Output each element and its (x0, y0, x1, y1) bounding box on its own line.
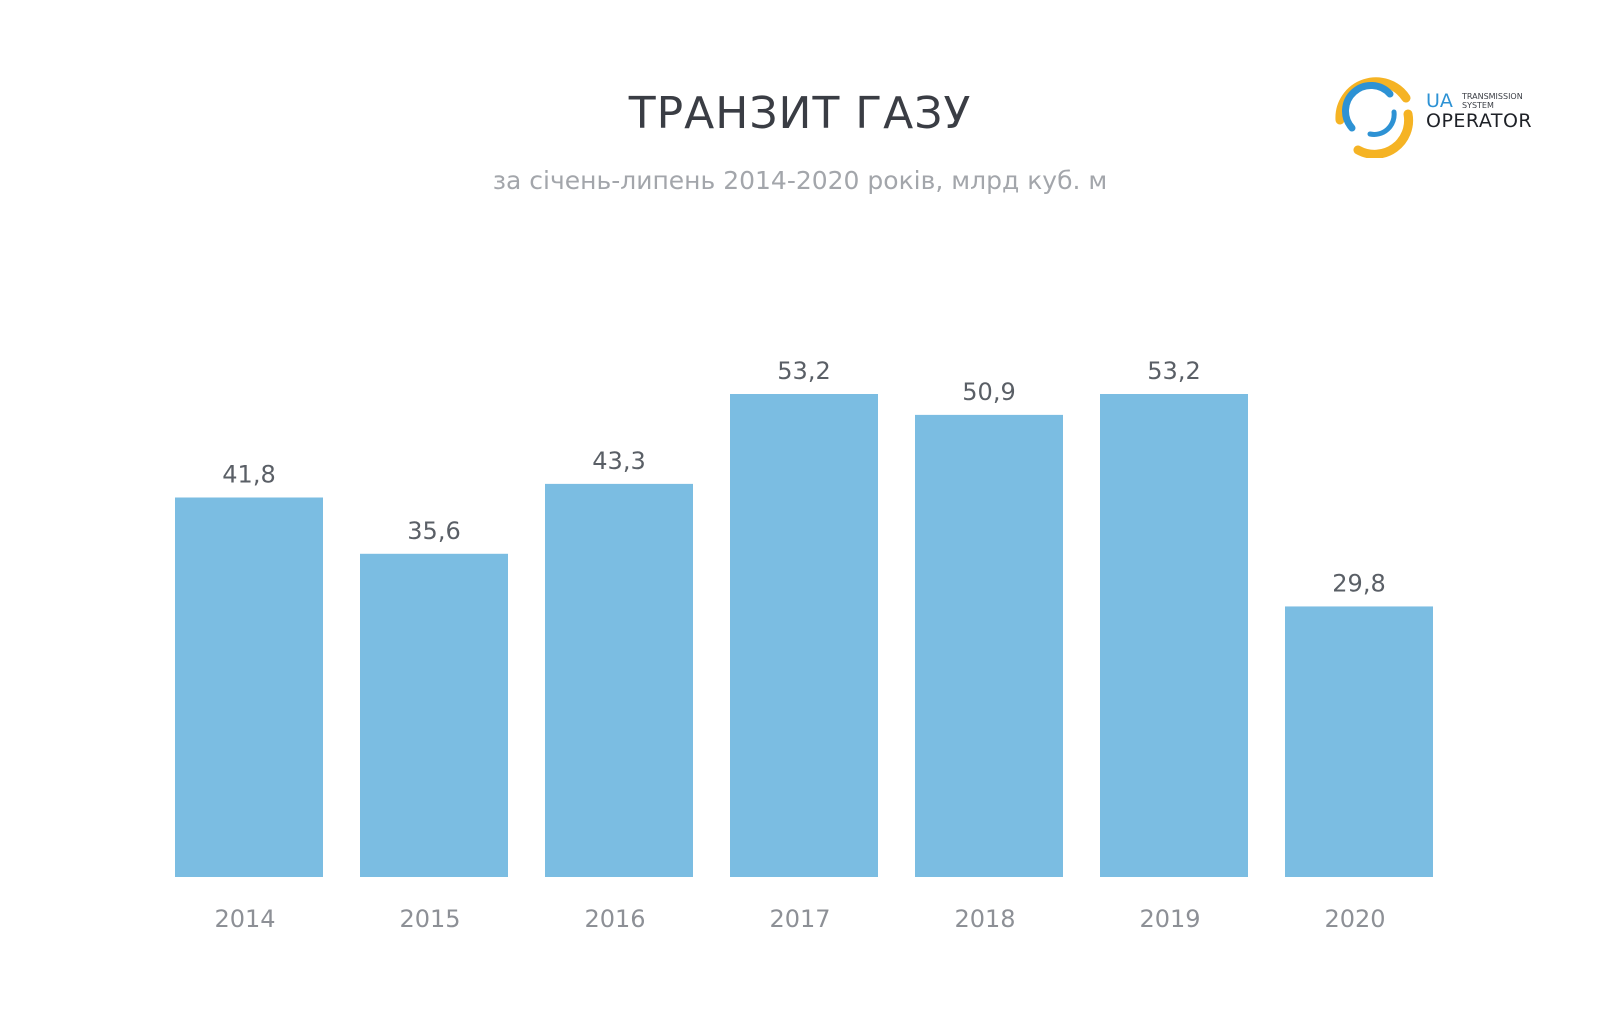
chart-title: ТРАНЗИТ ГАЗУ (628, 88, 972, 139)
value-label-2018: 50,9 (962, 378, 1015, 406)
company-logo: UA TRANSMISSION SYSTEM OPERATOR (1328, 68, 1568, 158)
category-label-2018: 2018 (954, 905, 1015, 933)
bar-2014 (175, 497, 323, 877)
logo-small-text: TRANSMISSION SYSTEM (1462, 92, 1523, 110)
logo-line2: SYSTEM (1462, 101, 1494, 110)
bar-2020 (1285, 606, 1433, 877)
category-label-2016: 2016 (584, 905, 645, 933)
logo-ua-text: UA (1426, 90, 1453, 112)
bar-2016 (545, 483, 693, 877)
chart-subtitle: за січень-липень 2014-2020 років, млрд к… (492, 166, 1108, 195)
value-label-2015: 35,6 (407, 517, 460, 545)
value-label-2020: 29,8 (1332, 569, 1385, 597)
category-label-2017: 2017 (769, 905, 830, 933)
value-label-2019: 53,2 (1147, 357, 1200, 385)
logo-line1: TRANSMISSION (1462, 92, 1523, 101)
logo-operator-text: OPERATOR (1426, 110, 1533, 132)
value-label-2016: 43,3 (592, 447, 645, 475)
value-label-2017: 53,2 (777, 357, 830, 385)
value-label-2014: 41,8 (222, 461, 275, 489)
bar-2015 (360, 553, 508, 877)
category-label-2019: 2019 (1139, 905, 1200, 933)
category-label-2015: 2015 (399, 905, 460, 933)
category-label-2020: 2020 (1324, 905, 1385, 933)
bar-2019 (1100, 394, 1248, 877)
bar-2017 (730, 394, 878, 877)
bar-2018 (915, 414, 1063, 877)
category-label-2014: 2014 (214, 905, 275, 933)
logo-swirl-icon (1335, 77, 1414, 158)
